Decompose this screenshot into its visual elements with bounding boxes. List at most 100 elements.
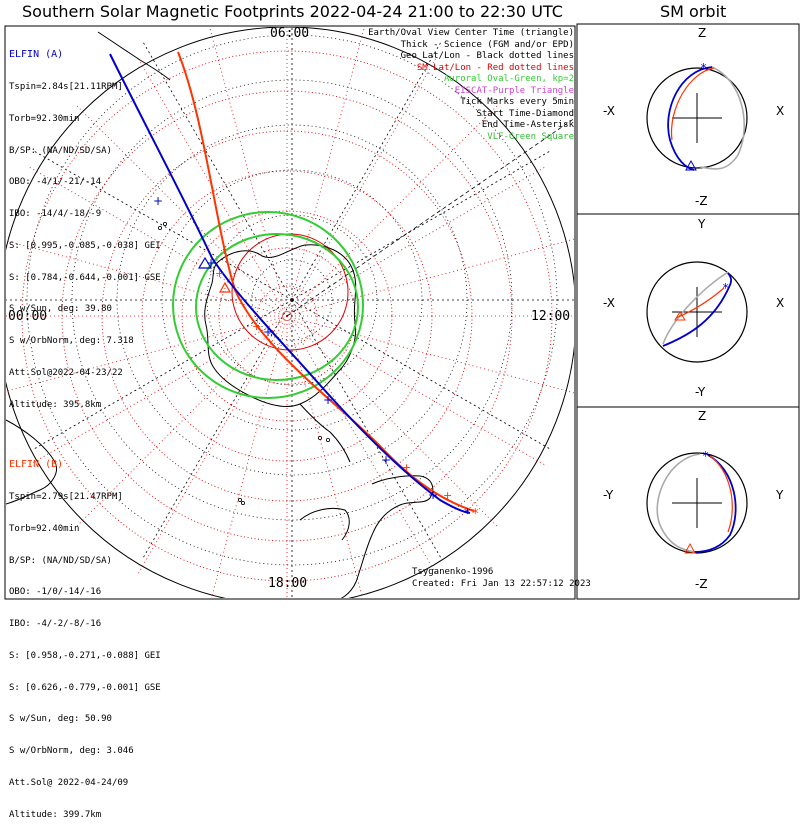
earth-circle: [646, 67, 748, 169]
auroral-oval-inner: [195, 233, 359, 381]
elfin-b-tick: +: [402, 461, 411, 474]
elfin-a-name: ELFIN (A): [9, 49, 64, 61]
elfin-a-track: [109, 53, 471, 514]
geo-longitude-line: [291, 149, 553, 301]
orbit-panel-2: *: [646, 261, 748, 363]
page-title: Southern Solar Magnetic Footprints 2022-…: [22, 2, 563, 21]
elfin-a-info: ELFIN (A) Tspin=2.84s[21.11RPM] Torb=92.…: [9, 29, 161, 421]
elfin-a-line: B/SP: (NA/ND/SD/SA): [9, 145, 112, 156]
hour-label-bottom: 18:00: [268, 576, 308, 591]
orbit-elfin-a-path: [693, 454, 737, 553]
elfin-b-line: B/SP: (NA/ND/SD/SA): [9, 555, 112, 566]
geo-longitude-line: [141, 39, 293, 301]
model-credit: Tsyganenko-1996: [412, 567, 494, 577]
legend-item: End Time-Asterisk: [481, 120, 574, 130]
antarctica-outline: [204, 244, 357, 407]
orbit-elfin-a-path: [667, 66, 713, 171]
orbit3-right-label: Y: [776, 488, 784, 502]
elfin-a-line: S w/Sun, deg: 39.80: [9, 304, 112, 315]
sm-longitude-line: [286, 165, 548, 317]
created-timestamp: Created: Fri Jan 13 22:57:12 2023: [412, 579, 591, 589]
sm-longitude-line: [286, 315, 363, 598]
elfin-b-line: S w/Sun, deg: 50.90: [9, 714, 112, 725]
orbit2-bottom-label: -Y: [695, 385, 706, 399]
earth-circle: [646, 261, 748, 363]
orbit2-asterisk: *: [722, 281, 729, 295]
view-center-line: [286, 118, 574, 317]
geo-longitude-line: [291, 299, 443, 561]
elfin-a-tick: +: [323, 393, 333, 407]
earth-circle: [646, 452, 748, 554]
orbit2-right-label: X: [776, 296, 785, 310]
legend-item: SM Lat/Lon - Red dotted lines: [416, 62, 574, 73]
elfin-a-tick: +: [263, 325, 273, 339]
orbit1-triangle: [685, 159, 697, 171]
sm-longitude-line: [286, 315, 574, 394]
orbit-panel-1: *: [646, 61, 748, 171]
elfin-b-line: S w/OrbNorm, deg: 3.046: [9, 746, 134, 757]
elfin-b-tick: +: [443, 489, 452, 502]
elfin-a-line: Altitude: 395.8km: [9, 399, 102, 410]
legend-item: Geo Lat/Lon - Black dotted lines: [400, 51, 574, 61]
sm-longitude-line: [286, 315, 438, 577]
orbit-gray-path: [699, 66, 745, 170]
legend-item: VLF-Green Square: [487, 131, 574, 142]
orbit-panel-frame-yz: [576, 406, 800, 600]
orbit1-left-label: -X: [603, 104, 615, 118]
legend: Earth/Oval View Center Time (triangle) Th…: [368, 28, 574, 143]
orbit2-left-label: -X: [603, 296, 615, 310]
antarctic-peninsula: [299, 403, 351, 463]
elfin-a-line: OBO: -4/1/-21/-14: [9, 177, 102, 188]
elfin-b-line: Torb=92.40min: [9, 523, 80, 534]
footprint-canvas: ++++++++++* * * * *: [4, 23, 800, 600]
orbit1-start-asterisk: *: [700, 61, 707, 75]
orbit1-top-label: Z: [698, 26, 707, 40]
legend-item: Thick - Science (FGM and/or EPD): [400, 39, 574, 50]
elfin-b-line: S: [0.958,-0.271,-0.088] GEI: [9, 650, 161, 661]
auroral-oval-outer: [172, 211, 364, 399]
elfin-a-line: IBO: -14/4/-18/-9: [9, 209, 102, 220]
elfin-b-center-triangle: [218, 281, 232, 293]
elfin-a-line: Torb=92.30min: [9, 113, 80, 124]
australia-fragment: [97, 31, 171, 81]
legend-item: Earth/Oval View Center Time (triangle): [368, 28, 574, 38]
orbit3-bottom-label: -Z: [695, 577, 708, 591]
legend-item: Auroral Oval-Green, kp=2: [443, 74, 574, 84]
elfin-a-line: Tspin=2.84s[21.11RPM]: [9, 81, 123, 92]
elfin-b-tick: +: [252, 320, 261, 333]
orbit3-left-label: -Y: [603, 488, 614, 502]
africa-fragment: [6, 419, 57, 505]
elfin-b-line: Altitude: 399.7km: [9, 809, 102, 820]
elfin-a-line: Att.Sol@2022-04-23/22: [9, 368, 123, 378]
elfin-b-line: IBO: -4/-2/-8/-16: [9, 619, 102, 630]
map-content: ++++++++++* *: [6, 27, 574, 598]
orbit-gray-path: [656, 453, 701, 553]
elfin-a-tick: +: [153, 194, 163, 208]
elfin-b-line: Tspin=2.79s[21.47RPM]: [9, 491, 123, 502]
geo-longitude-line: [31, 149, 293, 301]
elfin-b-line: Att.Sol@ 2022-04-24/09: [9, 778, 129, 788]
elfin-a-line: S: [0.784,-0.644,-0.001] GSE: [9, 272, 161, 283]
elfin-a-line: S: [0.995,-0.085,-0.038] GEI: [9, 240, 161, 251]
coast-fragment: [299, 507, 350, 541]
island-outline: [317, 435, 322, 440]
legend-item: Start Time-Diamond: [476, 108, 574, 119]
polar-map: ++++++++++* *: [6, 27, 574, 598]
legend-item: Tick Marks every 5min: [460, 97, 574, 107]
orbit-gray-path: [662, 271, 729, 345]
orbit-elfin-b-path: [675, 287, 725, 319]
island-outline: [325, 437, 330, 442]
orbit3-asterisk: *: [702, 449, 709, 463]
orbit-panel-frame-xz: [576, 23, 800, 215]
island-outline: [237, 497, 242, 502]
orbit1-right-label: X: [776, 104, 785, 118]
sm-longitude-line: [286, 315, 500, 529]
elfin-b-tick: +: [215, 267, 224, 280]
orbit3-triangle: [684, 542, 696, 554]
elfin-a-center-triangle: [197, 256, 213, 269]
orbit-elfin-a-path: [662, 272, 732, 347]
orbit3-top-label: Z: [698, 409, 707, 423]
legend-item: EISCAT-Purple Triangle: [454, 85, 574, 96]
geo-longitude-line: [291, 299, 553, 451]
orbit-panel-3: *: [646, 449, 748, 554]
